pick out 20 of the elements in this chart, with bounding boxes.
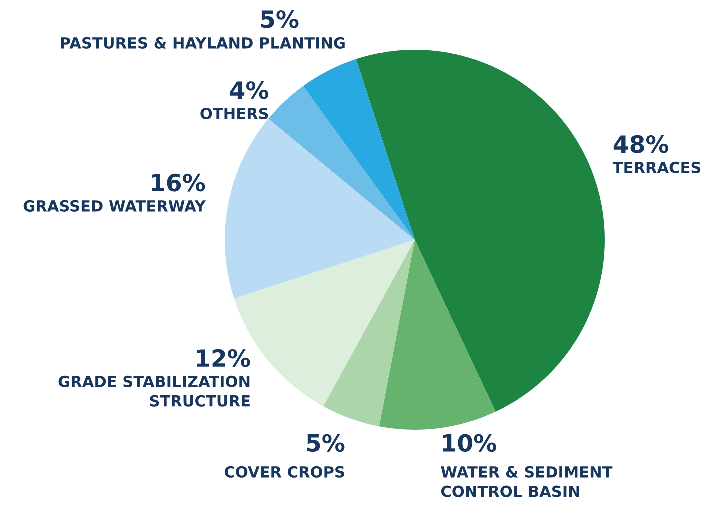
- pie-slice: [303, 59, 415, 240]
- data-label: 5%: [307, 434, 345, 452]
- data-label: 16%: [152, 174, 206, 192]
- slice-label: GRADE STABILIZATION STRUCTURE: [58, 376, 250, 407]
- slice-label: WATER & SEDIMENT CONTROL BASIN: [441, 466, 613, 498]
- data-label: 48%: [614, 135, 669, 154]
- data-label: 4%: [230, 81, 269, 100]
- slice-label: TERRACES: [612, 162, 701, 174]
- slice-label: COVER CROPS: [224, 466, 344, 478]
- pie-slice: [356, 50, 605, 412]
- pie-slice: [323, 240, 415, 427]
- data-label: 12%: [197, 349, 250, 368]
- pie-slice: [225, 118, 415, 299]
- pie-slice: [379, 240, 496, 430]
- data-label: 10%: [443, 434, 496, 452]
- data-label: 5%: [261, 10, 299, 28]
- slice-label: GRASSED WATERWAY: [24, 200, 206, 212]
- slice-label: OTHERS: [200, 108, 268, 120]
- pie-slice: [268, 86, 415, 240]
- slice-label: PASTURES & HAYLAND PLANTING: [61, 37, 345, 49]
